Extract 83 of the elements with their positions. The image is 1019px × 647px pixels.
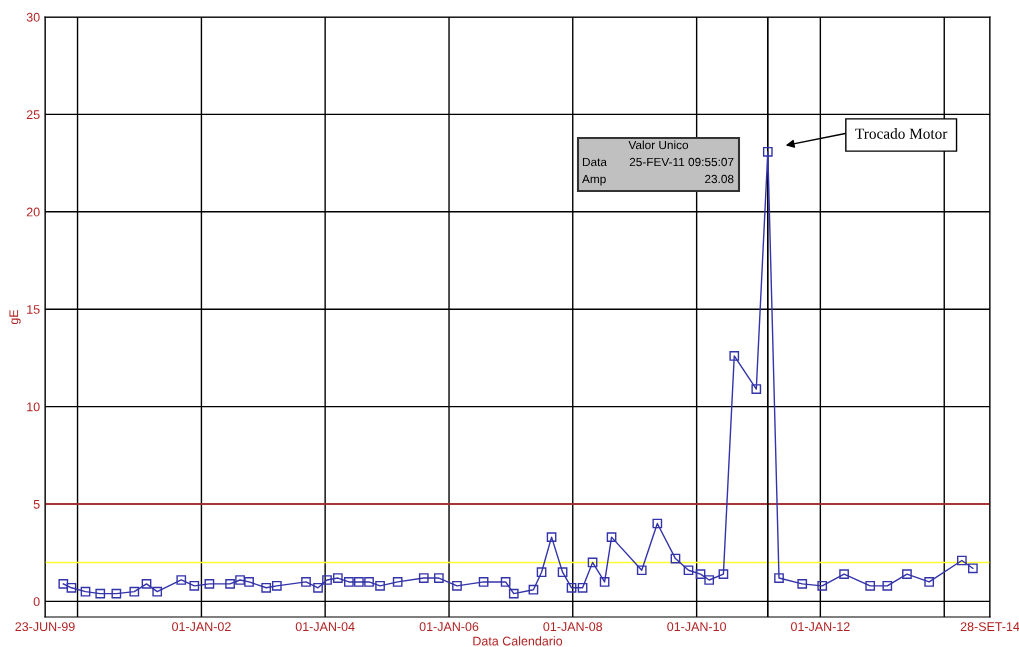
y-tick-label: 5 <box>33 499 40 509</box>
point <box>66 582 77 593</box>
annotation: Valor Unico <box>628 140 689 150</box>
point <box>189 580 200 591</box>
point <box>244 577 254 587</box>
point <box>557 567 568 578</box>
point <box>261 582 272 593</box>
point <box>577 582 588 593</box>
point <box>865 580 876 591</box>
point <box>204 579 215 589</box>
point <box>636 565 647 576</box>
x-tick-label: 01-JAN-06 <box>419 622 479 632</box>
point <box>500 577 511 587</box>
point <box>418 573 429 583</box>
point <box>375 580 385 591</box>
y-tick-label: 20 <box>26 207 40 217</box>
y-tick-label: 25 <box>26 110 40 120</box>
point <box>652 518 663 529</box>
point <box>718 569 729 580</box>
x-tick-label: 28-SET-14 <box>960 622 1019 632</box>
point <box>129 586 140 597</box>
point <box>695 569 706 580</box>
point <box>566 582 577 593</box>
point <box>683 565 694 576</box>
x-axis-title: Data Calendario <box>473 636 563 646</box>
point <box>528 584 539 595</box>
point <box>313 582 323 593</box>
point <box>729 351 740 361</box>
annotation: Data <box>582 157 607 167</box>
x-tick-label: 23-JUN-99 <box>15 622 75 632</box>
y-tick-label: 30 <box>26 12 40 22</box>
point <box>152 586 163 597</box>
point <box>392 577 403 587</box>
point <box>817 580 828 591</box>
x-tick-label: 01-JAN-08 <box>543 622 603 632</box>
point <box>141 579 152 589</box>
point <box>797 579 808 589</box>
point <box>762 146 773 157</box>
y-tick-label: 15 <box>27 305 40 314</box>
annotation: Trocado Motor <box>855 128 948 139</box>
point <box>704 575 715 585</box>
point <box>587 557 598 568</box>
point <box>80 586 91 597</box>
point <box>508 588 519 599</box>
point <box>111 588 122 599</box>
point <box>774 573 784 583</box>
point <box>882 580 893 591</box>
y-tick-label: 10 <box>27 402 40 412</box>
x-tick-label: 01-JAN-02 <box>172 622 231 632</box>
point <box>546 532 557 542</box>
point <box>235 575 245 585</box>
point <box>452 580 462 591</box>
y-axis-title: gE <box>9 309 21 325</box>
point <box>599 577 610 587</box>
point <box>536 567 547 578</box>
y-tick-label: 0 <box>33 597 40 607</box>
x-tick-label: 01-JAN-04 <box>295 622 355 632</box>
point <box>670 553 681 564</box>
annotation: Amp <box>582 174 606 186</box>
point <box>95 588 106 599</box>
point <box>606 532 617 542</box>
x-tick-label: 01-JAN-12 <box>790 622 850 632</box>
point <box>957 555 967 566</box>
x-tick-label: 01-JAN-10 <box>667 622 727 632</box>
point <box>271 580 282 591</box>
point <box>478 577 489 587</box>
point <box>344 577 354 587</box>
point <box>839 569 849 580</box>
point <box>225 579 235 589</box>
point <box>968 563 978 574</box>
point <box>364 577 374 587</box>
point <box>322 575 332 585</box>
point <box>176 575 187 585</box>
point <box>332 573 343 583</box>
point <box>58 579 69 589</box>
point <box>751 384 762 394</box>
point <box>924 577 935 587</box>
point <box>301 577 311 587</box>
point <box>354 577 364 587</box>
annotation: 25-FEV-11 09:55:07 <box>629 157 734 167</box>
point <box>902 569 912 580</box>
annotation: 23.08 <box>705 174 734 184</box>
point <box>434 573 444 583</box>
